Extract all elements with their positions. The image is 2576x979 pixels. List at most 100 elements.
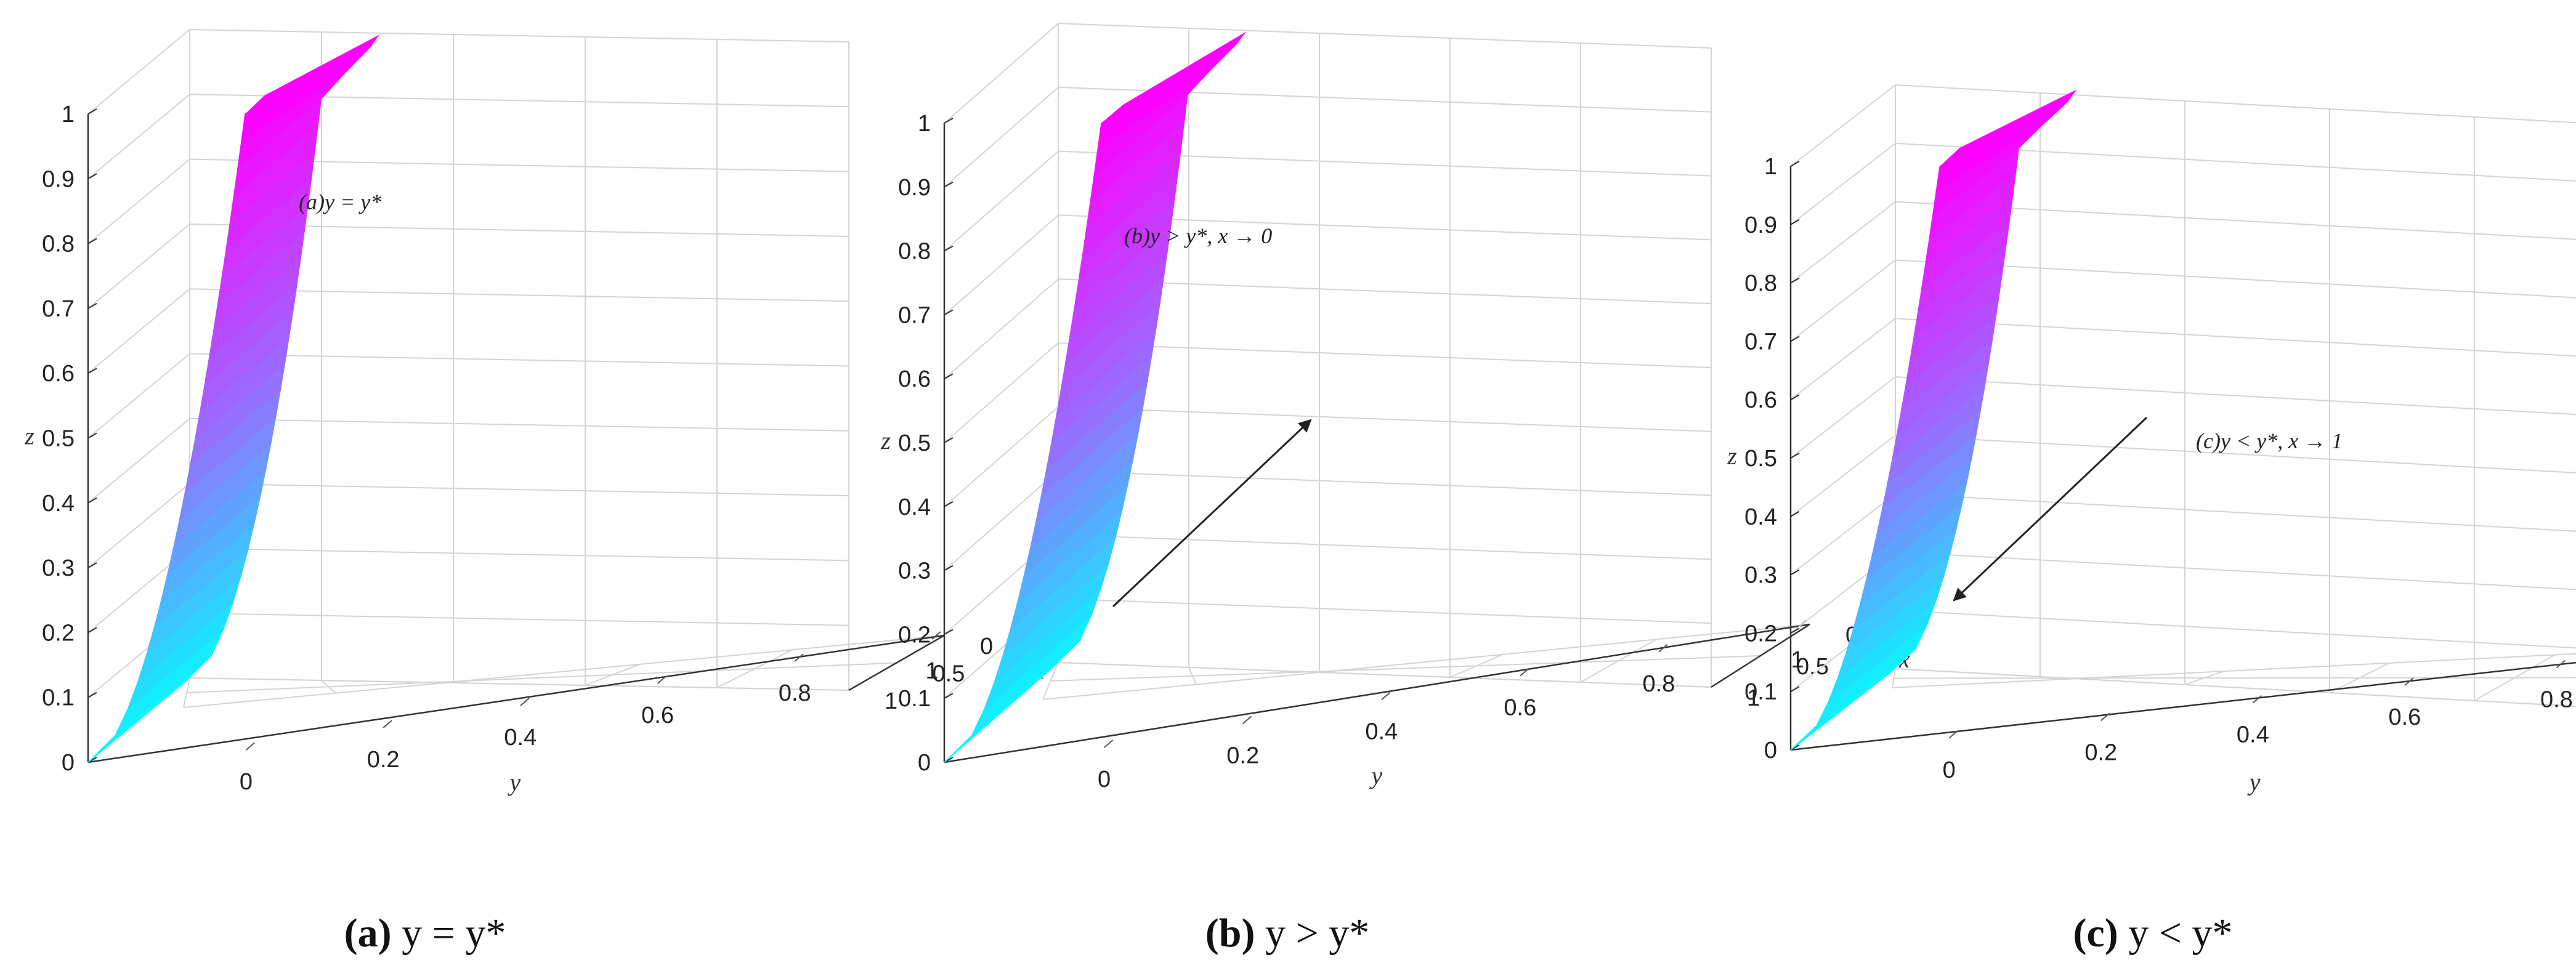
z-tick-mark — [1790, 686, 1800, 693]
y-tick-mark — [245, 742, 256, 751]
y-tick-label: 1 — [925, 658, 938, 684]
z-tick-label: 0.2 — [898, 622, 931, 648]
z-tick-mark — [944, 181, 954, 188]
grid-line — [944, 470, 1059, 571]
y-axis-line — [1790, 661, 2576, 751]
z-tick-label: 0.7 — [42, 296, 75, 322]
grid-line — [944, 87, 1059, 188]
z-tick-label: 0.4 — [898, 494, 931, 520]
y-tick-mark — [383, 720, 392, 728]
y-tick-label: 0.6 — [641, 703, 674, 728]
z-tick-mark — [944, 693, 954, 699]
annotation-text: (a)y = y* — [299, 190, 381, 214]
z-tick-label: 0.9 — [1744, 212, 1777, 238]
grid-line — [1895, 318, 2576, 357]
grid-line — [1050, 655, 1761, 682]
y-tick-label: 0 — [1943, 757, 1956, 783]
surface-top — [1101, 31, 1247, 124]
y-tick-mark — [2404, 677, 2414, 686]
z-tick-mark — [944, 629, 954, 635]
y-tick-label: 0.8 — [2540, 687, 2573, 713]
z-tick-mark — [944, 309, 954, 316]
z-tick-mark — [944, 245, 954, 252]
surface-top — [1940, 89, 2077, 166]
surface-patch — [1097, 42, 1238, 151]
y-tick-mark — [2252, 695, 2262, 704]
grid-line — [1790, 201, 1896, 284]
y-tick-label: 0.4 — [504, 725, 537, 751]
grid-line — [1895, 434, 2576, 473]
y-tick-label: 0 — [240, 769, 253, 795]
z-tick-mark — [1790, 627, 1800, 634]
z-tick-label: 0.6 — [898, 366, 931, 392]
caption-a: (a) y = y* — [344, 911, 506, 956]
y-tick-label: 0.8 — [1643, 671, 1675, 697]
annotation-text: (b)y > y*, x → 0 — [1124, 224, 1272, 248]
y-axis-label: y — [507, 768, 520, 796]
caption-letter: (c) — [2073, 911, 2118, 956]
z-tick-label: 0.8 — [898, 239, 931, 265]
y-tick-mark — [1103, 739, 1114, 748]
y-tick-label: 0.6 — [1504, 695, 1536, 721]
grid-line — [189, 677, 849, 691]
annotation-text: (c)y < y*, x → 1 — [2196, 429, 2343, 453]
grid-line — [1790, 318, 1896, 400]
z-tick-mark — [1790, 453, 1800, 459]
chart-panel-a: 0 0.1 0.2 0.3 0.4 0.5 0.6 0.7 0.8 0.9 1 z 0 0.2 0.4 0.6… — [24, 29, 1045, 796]
grid-line — [183, 635, 945, 708]
y-axis-label: y — [1369, 762, 1382, 789]
z-tick-label: 0.8 — [1744, 271, 1777, 297]
grid-line — [1790, 493, 1896, 576]
y-tick-mark — [931, 631, 941, 640]
caption-letter: (b) — [1205, 911, 1255, 956]
caption-letter: (a) — [344, 911, 392, 956]
grid-line — [944, 150, 1059, 252]
y-tick-mark — [794, 653, 804, 662]
grid-line — [189, 417, 849, 432]
y-tick-mark — [1520, 667, 1529, 677]
z-tick-mark — [87, 303, 97, 309]
chart-panel-c: 0 0.1 0.2 0.3 0.4 0.5 0.6 0.7 0.8 0.9 1 z 0 0.2 0.4 0.6… — [1727, 84, 2576, 796]
y-tick-mark — [1242, 715, 1252, 725]
z-tick-label: 1 — [62, 102, 75, 127]
caption-text: y < y* — [2118, 911, 2233, 956]
grid-line — [1058, 534, 1712, 560]
z-tick-mark — [87, 627, 97, 634]
arrow — [1953, 416, 2148, 602]
grid-line — [1895, 551, 2576, 590]
grid-line — [189, 612, 849, 626]
z-tick-label: 0.4 — [1744, 504, 1777, 530]
arrow — [1112, 419, 1312, 608]
x-tick-label: 0.5 — [933, 661, 965, 687]
z-tick-label: 0.3 — [1744, 563, 1777, 589]
y-axis-label: y — [2247, 768, 2261, 796]
grid-line — [944, 214, 1059, 316]
caption-c: (c) y < y* — [2073, 911, 2233, 956]
z-tick-mark — [1790, 394, 1800, 401]
z-tick-label: 0.1 — [898, 686, 931, 712]
y-tick-label: 0.4 — [2237, 722, 2269, 748]
x-axis-line — [848, 634, 945, 691]
z-tick-label: 0.5 — [898, 430, 931, 456]
z-tick-label: 0.5 — [42, 426, 75, 452]
grid-line — [1058, 470, 1712, 496]
grid-line — [87, 483, 190, 568]
x-tick-label: 1 — [885, 688, 897, 714]
grid-line — [1790, 435, 1896, 517]
x-tick-label: 1 — [1747, 685, 1760, 711]
grid-line — [1895, 668, 2576, 707]
grid-line — [186, 662, 897, 693]
grid-line — [1895, 84, 2576, 124]
z-tick-label: 0.7 — [898, 302, 931, 328]
z-axis-label: z — [1727, 442, 1737, 470]
z-tick-mark — [1790, 336, 1800, 342]
y-tick-label: 0 — [1098, 767, 1111, 792]
grid-line — [944, 278, 1059, 379]
z-tick-label: 0.6 — [42, 361, 75, 387]
z-tick-mark — [1790, 569, 1800, 576]
y-axis-line — [944, 623, 1810, 763]
z-tick-label: 0.3 — [898, 558, 931, 584]
z-tick-mark — [944, 501, 954, 507]
y-tick-label: 0.8 — [779, 680, 811, 706]
y-tick-mark — [2556, 659, 2566, 669]
